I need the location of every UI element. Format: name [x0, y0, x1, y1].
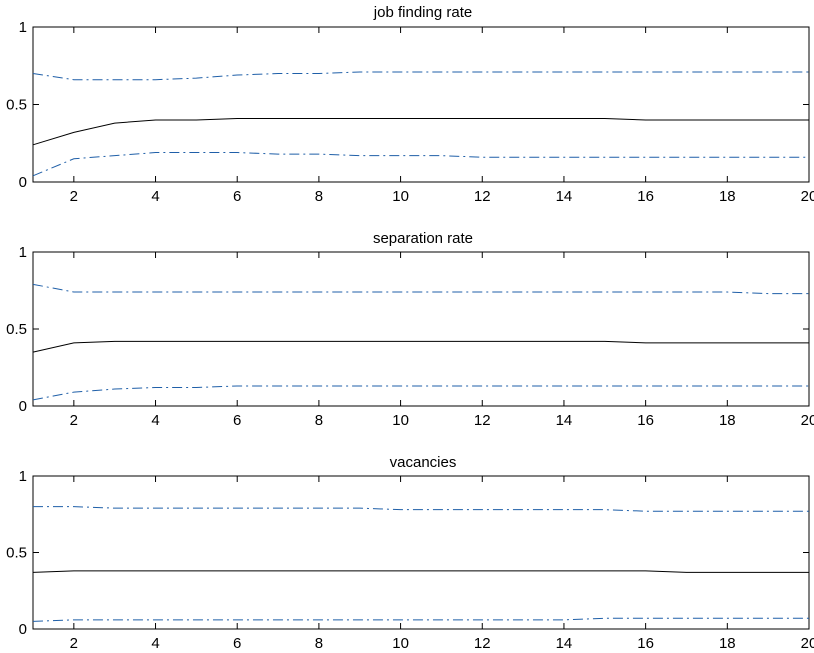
x-tick-label: 8 [315, 412, 323, 429]
y-tick-label: 1 [19, 468, 27, 485]
panel-job-finding-rate: job finding rate 2 4 6 8 10 12 14 16 18 20 0 0.5 1 [6, 4, 814, 205]
axes-box [32, 251, 810, 407]
series-line-lower-band [32, 152, 809, 177]
x-tick-label: 4 [151, 412, 159, 429]
y-tick-label: 1 [19, 244, 27, 261]
series-line-lower-band [32, 617, 809, 622]
series-line-upper-band [33, 506, 809, 512]
x-tick-label: 6 [233, 188, 241, 205]
y-tick-label: 0.5 [6, 545, 27, 562]
panel-separation-rate: separation rate 2 4 6 8 10 12 14 16 18 20 0 0.5 1 [6, 230, 814, 429]
axes-box [32, 26, 810, 183]
y-tick-label: 0.5 [6, 97, 27, 114]
x-tick-label: 18 [719, 188, 736, 205]
panel-title: vacancies [390, 454, 457, 471]
panel-vacancies: vacancies 2 4 6 8 10 12 14 16 18 20 0 0.5 1 [6, 454, 814, 652]
x-tick-label: 16 [637, 188, 654, 205]
x-tick-label: 20 [801, 188, 814, 205]
x-tick-label: 18 [719, 412, 736, 429]
x-tick-label: 20 [801, 635, 814, 648]
x-tick-label: 14 [556, 635, 573, 648]
series-line-upper-band [32, 283, 809, 295]
x-tick-label: 12 [474, 635, 491, 648]
x-tick-label: 6 [233, 412, 241, 429]
y-tick-label: 0 [19, 174, 27, 191]
x-tick-label: 6 [233, 635, 241, 648]
x-tick-label: 10 [392, 412, 409, 429]
x-tick-label: 4 [151, 188, 159, 205]
series-line-median [32, 570, 809, 573]
y-tick-label: 0 [19, 621, 27, 638]
x-tick-label: 12 [474, 412, 491, 429]
x-tick-label: 16 [637, 635, 654, 648]
series-line-median [32, 340, 809, 353]
x-tick-label: 18 [719, 635, 736, 648]
x-tick-label: 14 [556, 188, 573, 205]
y-tick-label: 0.5 [6, 321, 27, 338]
x-tick-label: 8 [315, 188, 323, 205]
x-tick-label: 8 [315, 635, 323, 648]
x-tick-label: 2 [70, 412, 78, 429]
x-tick-label: 2 [70, 188, 78, 205]
x-tick-label: 16 [637, 412, 654, 429]
series-line-lower-band [32, 385, 809, 401]
x-tick-label: 14 [556, 412, 573, 429]
x-tick-label: 4 [151, 635, 159, 648]
x-tick-label: 20 [801, 412, 814, 429]
x-tick-label: 10 [392, 188, 409, 205]
x-tick-label: 12 [474, 188, 491, 205]
series-line-upper-band [32, 71, 809, 81]
series-line-median [32, 117, 809, 146]
x-tick-label: 10 [392, 635, 409, 648]
x-tick-label: 2 [70, 635, 78, 648]
y-tick-label: 0 [19, 398, 27, 415]
y-tick-label: 1 [19, 19, 27, 36]
axes-box [32, 475, 810, 630]
panel-title: job finding rate [373, 4, 472, 21]
panel-title: separation rate [373, 230, 473, 247]
